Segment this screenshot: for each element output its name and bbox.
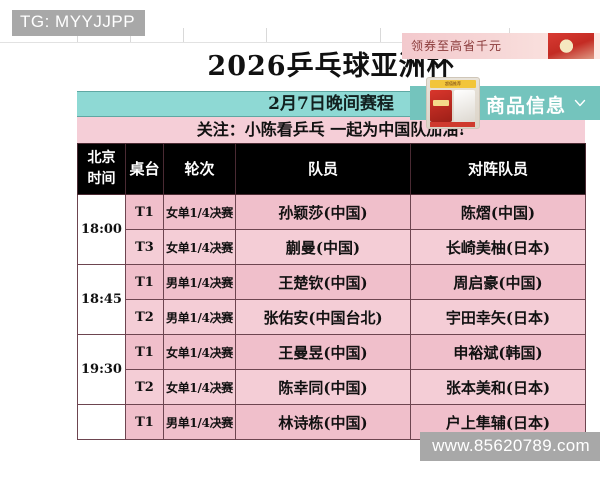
cell-player: 林诗栋(中国) (235, 404, 411, 440)
cell-round: 女单1/4决赛 (163, 369, 236, 405)
cell-round: 女单1/4决赛 (163, 229, 236, 265)
promo-banner[interactable]: 领券至高省千元 (402, 33, 600, 59)
cell-table-no: T1 (125, 334, 164, 370)
product-thumb-label: 超值推荐 (430, 80, 476, 88)
product-info-bar[interactable]: 超值推荐 商品信息 (410, 77, 600, 129)
cell-opponent: 长崎美柚(日本) (410, 229, 586, 265)
cell-player: 王楚钦(中国) (235, 264, 411, 300)
table-row: T2 男单1/4决赛 张佑安(中国台北) 宇田幸矢(日本) (78, 299, 586, 335)
cell-player: 陈幸同(中国) (235, 369, 411, 405)
cell-player: 蒯曼(中国) (235, 229, 411, 265)
column-header-time: 北京 时间 (77, 143, 126, 195)
table-row: 18:00 T1 女单1/4决赛 孙颖莎(中国) 陈熠(中国) (77, 194, 586, 265)
cell-table-no: T1 (125, 404, 164, 440)
column-header-time-line2: 时间 (87, 171, 116, 187)
table-row: T1 男单1/4决赛 林诗栋(中国) 户上隼辅(日本) (77, 404, 586, 440)
cell-opponent: 周启豪(中国) (410, 264, 586, 300)
table-row: T3 女单1/4决赛 蒯曼(中国) 长崎美柚(日本) (78, 229, 586, 265)
site-watermark: www.85620789.com (420, 432, 600, 461)
schedule-table: 北京 时间 桌台 轮次 队员 对阵队员 18:00 T1 女单1/4决赛 孙颖莎… (77, 143, 586, 440)
cell-table-no: T2 (125, 299, 164, 335)
product-thumbnail-image[interactable]: 超值推荐 (426, 77, 480, 129)
column-header-round: 轮次 (163, 143, 236, 195)
product-package-left (430, 90, 452, 122)
cell-table-no: T3 (125, 229, 164, 265)
cell-time: 18:00 (77, 194, 126, 265)
table-header-row: 北京 时间 桌台 轮次 队员 对阵队员 (77, 143, 586, 195)
product-package-right (454, 90, 475, 122)
cell-round: 女单1/4决赛 (163, 194, 236, 230)
grid-line-vertical (266, 28, 267, 42)
table-row: 19:30 T1 女单1/4决赛 王曼昱(中国) 申裕斌(韩国) (77, 334, 586, 405)
cell-table-no: T2 (125, 369, 164, 405)
schedule-poster: 2026乒乓球亚洲杯 2月7日晚间赛程 关注：小陈看乒乓 一起为中国队加油! 北… (77, 28, 586, 440)
table-row: T2 女单1/4决赛 陈幸同(中国) 张本美和(日本) (78, 369, 586, 405)
cell-table-no: T1 (125, 194, 164, 230)
cell-table-no: T1 (125, 264, 164, 300)
poster-note: 关注：小陈看乒乓 一起为中国队加油! (77, 117, 585, 143)
column-header-player: 队员 (235, 143, 411, 195)
product-package-base (430, 122, 475, 127)
cell-opponent: 张本美和(日本) (410, 369, 586, 405)
cell-round: 男单1/4决赛 (163, 299, 236, 335)
column-header-opponent: 对阵队员 (410, 143, 586, 195)
cell-player: 王曼昱(中国) (235, 334, 411, 370)
column-header-table-no: 桌台 (125, 143, 164, 195)
cell-round: 男单1/4决赛 (163, 264, 236, 300)
cell-time (77, 404, 126, 440)
cell-player: 孙颖莎(中国) (235, 194, 411, 230)
promo-product-thumbnail-icon (548, 33, 594, 59)
cell-opponent: 申裕斌(韩国) (410, 334, 586, 370)
schedule-table-body: 18:00 T1 女单1/4决赛 孙颖莎(中国) 陈熠(中国) T3 女单1/4… (77, 194, 586, 440)
cell-player: 张佑安(中国台北) (235, 299, 411, 335)
table-row: 18:45 T1 男单1/4决赛 王楚钦(中国) 周启豪(中国) (77, 264, 586, 335)
grid-line-vertical (380, 28, 381, 42)
cell-round: 女单1/4决赛 (163, 334, 236, 370)
chevron-down-icon[interactable] (574, 97, 586, 108)
grid-line-vertical (183, 28, 184, 42)
grid-line-horizontal (0, 42, 600, 43)
cell-time: 19:30 (77, 334, 126, 405)
column-header-time-line1: 北京 (87, 150, 116, 166)
tg-tag-overlay: TG: MYYJJPP (12, 10, 146, 36)
cell-time: 18:45 (77, 264, 126, 335)
promo-banner-text: 领券至高省千元 (411, 39, 503, 53)
product-info-label: 商品信息 (486, 96, 567, 117)
cell-opponent: 陈熠(中国) (410, 194, 586, 230)
cell-round: 男单1/4决赛 (163, 404, 236, 440)
cell-opponent: 宇田幸矢(日本) (410, 299, 586, 335)
